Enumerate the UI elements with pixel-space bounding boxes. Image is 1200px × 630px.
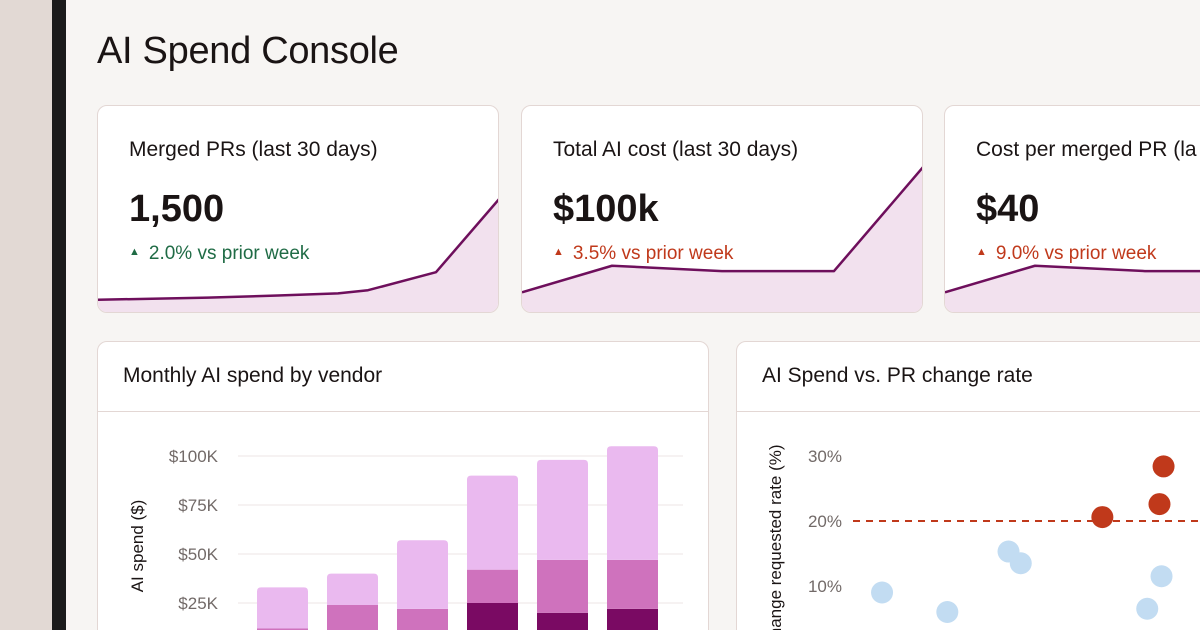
page-title: AI Spend Console: [97, 30, 399, 72]
bar-segment: [607, 608, 658, 630]
panel-divider: [737, 411, 1200, 412]
bar-segment: [607, 446, 658, 560]
kpi-delta-text: 3.5% vs prior week: [572, 243, 734, 264]
scatter-point: [1136, 597, 1159, 620]
kpi-value: $40: [976, 188, 1040, 230]
sparkline-line: [945, 264, 1200, 294]
bar-segment: [257, 587, 308, 629]
bar-segment: [327, 573, 378, 605]
kpi-delta: ▲ 3.5% vs prior week: [553, 243, 733, 265]
monthly-spend-bar-chart: $100K $75K $50K $25K AI spend ($): [128, 446, 683, 630]
triangle-up-icon: ▲: [976, 245, 987, 258]
window-frame-edge: [52, 0, 66, 630]
y-tick-label: $50K: [178, 545, 218, 564]
panel-divider: [98, 411, 708, 412]
dashboard-canvas: AI Spend Console Merged PRs (last 30 day…: [66, 0, 1200, 630]
kpi-delta-text: 2.0% vs prior week: [148, 243, 310, 264]
kpi-card-merged-prs[interactable]: Merged PRs (last 30 days) 1,500 ▲ 2.0% vs…: [97, 105, 499, 313]
scatter-point: [1148, 493, 1171, 516]
bar-segment: [607, 559, 658, 609]
y-tick-label: $75K: [178, 496, 218, 515]
kpi-delta: ▲ 2.0% vs prior week: [129, 243, 309, 265]
scatter-point: [1152, 455, 1175, 478]
sparkline-area: [98, 200, 498, 312]
bar-segment: [467, 475, 518, 570]
y-axis-title: Change requested rate (%): [766, 444, 785, 630]
sparkline-line: [98, 198, 498, 302]
kpi-value: 1,500: [129, 188, 225, 230]
bar-segment: [397, 608, 448, 630]
kpi-sparkline: [98, 198, 498, 312]
bar-segment: [397, 540, 448, 609]
scatter-point: [871, 581, 894, 604]
y-tick-label: 30%: [808, 447, 842, 466]
y-tick-label: $100K: [169, 447, 219, 466]
kpi-sparkline: [522, 166, 922, 312]
spend-vs-change-rate-scatter: 30% 20% 10% Change requested rate (%): [766, 444, 1200, 630]
kpi-label: Total AI cost (last 30 days): [553, 138, 799, 161]
scatter-point: [1009, 552, 1032, 575]
kpi-sparkline: [945, 264, 1200, 312]
kpi-value: $100k: [553, 188, 659, 230]
scatter-point: [936, 601, 959, 623]
triangle-up-icon: ▲: [553, 245, 564, 258]
panel-title: AI Spend vs. PR change rate: [762, 364, 1033, 387]
kpi-card-cost-per-merged-pr[interactable]: Cost per merged PR (la $40 ▲ 9.0% vs prio…: [944, 105, 1200, 313]
bar-segment: [537, 459, 588, 560]
panel-monthly-spend: Monthly AI spend by vendor $100K $75K $50K…: [97, 341, 709, 630]
bar-segment: [467, 603, 518, 630]
kpi-label: Merged PRs (last 30 days): [129, 138, 378, 161]
panel-title: Monthly AI spend by vendor: [123, 364, 383, 387]
bar-segment: [327, 604, 378, 630]
kpi-delta-text: 9.0% vs prior week: [995, 243, 1157, 264]
kpi-delta: ▲ 9.0% vs prior week: [976, 243, 1156, 265]
bar-segment: [537, 559, 588, 613]
scatter-point: [1150, 565, 1173, 588]
bar-segment: [467, 569, 518, 603]
scatter-point: [1091, 506, 1114, 529]
kpi-label: Cost per merged PR (la: [976, 138, 1197, 161]
sparkline-line: [522, 166, 922, 294]
y-tick-label: 20%: [808, 512, 842, 531]
triangle-up-icon: ▲: [129, 245, 140, 258]
panel-spend-vs-change-rate: AI Spend vs. PR change rate 30% 20% 10% Ch…: [736, 341, 1200, 630]
y-axis-title: AI spend ($): [128, 500, 147, 593]
y-tick-label: $25K: [178, 594, 218, 613]
kpi-card-total-ai-cost[interactable]: Total AI cost (last 30 days) $100k ▲ 3.5%…: [521, 105, 923, 313]
bar-segment: [257, 628, 308, 630]
y-tick-label: 10%: [808, 577, 842, 596]
sparkline-area: [945, 265, 1200, 312]
bar-segment: [537, 612, 588, 630]
sparkline-area: [522, 168, 922, 312]
